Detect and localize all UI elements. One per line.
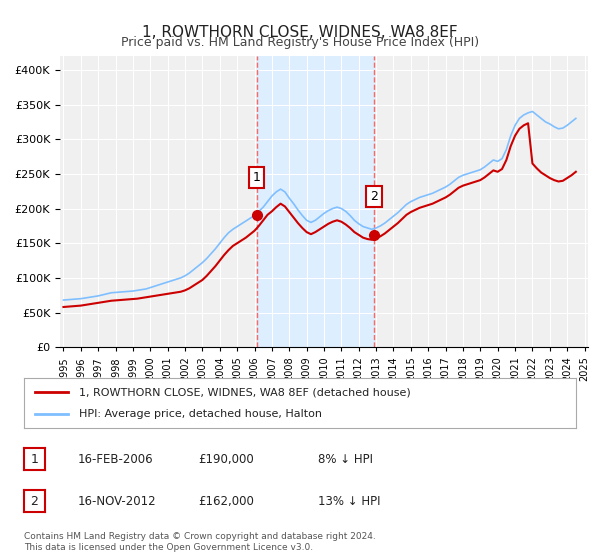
- Text: £162,000: £162,000: [198, 494, 254, 508]
- Text: Price paid vs. HM Land Registry's House Price Index (HPI): Price paid vs. HM Land Registry's House …: [121, 36, 479, 49]
- Text: 8% ↓ HPI: 8% ↓ HPI: [318, 452, 373, 466]
- Text: 1, ROWTHORN CLOSE, WIDNES, WA8 8EF: 1, ROWTHORN CLOSE, WIDNES, WA8 8EF: [142, 25, 458, 40]
- Text: 13% ↓ HPI: 13% ↓ HPI: [318, 494, 380, 508]
- Text: 2: 2: [31, 494, 38, 508]
- Text: 1: 1: [31, 452, 38, 466]
- Text: HPI: Average price, detached house, Halton: HPI: Average price, detached house, Halt…: [79, 409, 322, 419]
- Text: 16-NOV-2012: 16-NOV-2012: [78, 494, 157, 508]
- Text: 1: 1: [253, 171, 260, 184]
- Text: Contains HM Land Registry data © Crown copyright and database right 2024.
This d: Contains HM Land Registry data © Crown c…: [24, 532, 376, 552]
- Text: 2: 2: [370, 190, 378, 203]
- Text: £190,000: £190,000: [198, 452, 254, 466]
- Text: 1, ROWTHORN CLOSE, WIDNES, WA8 8EF (detached house): 1, ROWTHORN CLOSE, WIDNES, WA8 8EF (deta…: [79, 387, 411, 397]
- Text: 16-FEB-2006: 16-FEB-2006: [78, 452, 154, 466]
- Bar: [257, 56, 374, 347]
